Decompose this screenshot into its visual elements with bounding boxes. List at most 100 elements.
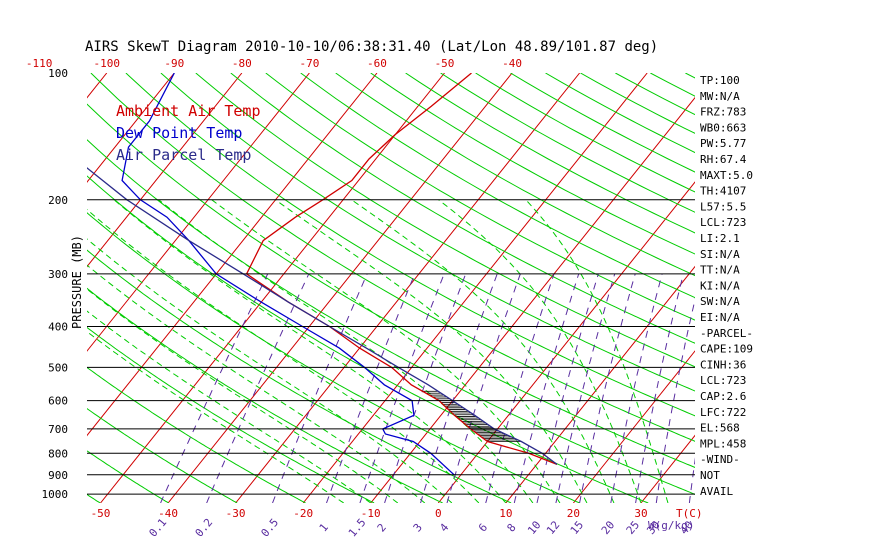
dry-adiabat-line bbox=[87, 103, 695, 469]
grid-lines bbox=[0, 73, 870, 503]
stat-item: EL:568 bbox=[700, 422, 740, 435]
mixing-ratio-tick-label: 25 bbox=[624, 518, 642, 537]
top-temp-tick-label: -40 bbox=[502, 57, 522, 70]
legend-entry: Ambient Air Temp bbox=[116, 102, 261, 120]
dry-adiabat-line bbox=[87, 287, 443, 503]
moist-adiabat-line bbox=[87, 238, 453, 503]
stat-item: MW:N/A bbox=[700, 90, 740, 103]
pressure-tick-label: 1000 bbox=[42, 488, 69, 501]
stat-item: KI:N/A bbox=[700, 279, 740, 292]
mixing-ratio-line bbox=[579, 273, 636, 503]
mixing-ratio-line bbox=[384, 273, 467, 503]
stat-item: FRZ:783 bbox=[700, 106, 746, 119]
mixing-ratio-line bbox=[420, 273, 498, 503]
stat-item: SI:N/A bbox=[700, 248, 740, 261]
stat-item: TH:4107 bbox=[700, 185, 746, 198]
stat-item: -WIND- bbox=[700, 453, 740, 466]
bottom-temp-tick-label: -20 bbox=[293, 507, 313, 520]
profile-lines bbox=[87, 73, 558, 476]
pressure-tick-label: 300 bbox=[48, 268, 68, 281]
stat-item: CINH:36 bbox=[700, 358, 746, 371]
isotherm-line bbox=[167, 73, 513, 503]
isotherm-line bbox=[640, 434, 695, 503]
dry-adiabat-line bbox=[87, 450, 169, 503]
bottom-temp-tick-label: -50 bbox=[91, 507, 111, 520]
dry-adiabat-line bbox=[300, 73, 695, 299]
dry-adiabat-line bbox=[125, 73, 695, 417]
pressure-tick-label: 500 bbox=[48, 361, 68, 374]
dry-adiabat-line bbox=[87, 175, 649, 503]
mixing-ratio-line bbox=[610, 273, 663, 503]
dry-adiabat-line bbox=[370, 73, 695, 255]
mixing-ratio-line bbox=[655, 297, 695, 503]
bottom-temp-tick-label: -10 bbox=[361, 507, 381, 520]
stat-item: WB0:663 bbox=[700, 121, 746, 134]
dry-adiabat-line bbox=[90, 73, 695, 442]
dry-adiabat-line bbox=[87, 407, 238, 503]
pressure-tick-label: 200 bbox=[48, 194, 68, 207]
pressure-tick-label: 100 bbox=[48, 67, 68, 80]
dry-adiabat-line bbox=[87, 326, 375, 503]
isotherm-line bbox=[370, 96, 695, 503]
mixing-ratio-tick-label: 2 bbox=[375, 521, 389, 534]
mixing-ratio-line bbox=[716, 274, 752, 503]
mixing-ratio-line bbox=[446, 273, 521, 503]
legend: Ambient Air Temp Dew Point Temp Air Parcel… bbox=[116, 102, 261, 164]
mixing-ratio-line bbox=[536, 273, 599, 503]
mixing-ratio-tick-label: 20 bbox=[599, 518, 617, 537]
stat-item: LI:2.1 bbox=[700, 232, 740, 245]
bottom-temp-tick-label: 30 bbox=[634, 507, 647, 520]
series-line-dew-point-temp bbox=[121, 73, 455, 476]
mixing-ratio-line bbox=[635, 273, 684, 503]
dry-adiabat-line bbox=[87, 139, 695, 495]
dry-adiabat-line bbox=[87, 366, 306, 503]
pressure-tick-label: 900 bbox=[48, 469, 68, 482]
pressure-tick-label: 600 bbox=[48, 395, 68, 408]
moist-adiabat-line bbox=[113, 199, 507, 503]
chart-title: AIRS SkewT Diagram 2010-10-10/06:38:31.4… bbox=[85, 39, 658, 55]
moist-adiabat-line bbox=[87, 288, 399, 503]
mixing-ratio-line bbox=[771, 274, 799, 503]
mixing-ratio-tick-label: 8 bbox=[504, 521, 518, 534]
isotherm-line bbox=[87, 73, 243, 268]
stat-item: SW:N/A bbox=[700, 295, 740, 308]
isotherm-line bbox=[87, 73, 175, 183]
stats-panel: TP:100 MW:N/A FRZ:783 WB0:663 PW:5.77 RH:67.4… bbox=[700, 74, 753, 498]
legend-entry: Dew Point Temp bbox=[116, 124, 242, 142]
top-temp-tick-label: -100 bbox=[93, 57, 120, 70]
top-temp-tick-label: -70 bbox=[299, 57, 319, 70]
dry-adiabat-line bbox=[230, 73, 695, 344]
stat-item: EI:N/A bbox=[700, 311, 740, 324]
temp-unit-label: T(C) bbox=[676, 507, 703, 520]
moist-adiabat-line bbox=[87, 264, 426, 503]
stat-item: TT:N/A bbox=[700, 264, 740, 277]
mixing-ratio-tick-label: 1 bbox=[317, 521, 331, 534]
stat-item: CAPE:109 bbox=[700, 343, 753, 356]
isotherm-line bbox=[87, 73, 310, 352]
isotherm-line bbox=[573, 350, 695, 503]
stat-item: TP:100 bbox=[700, 74, 740, 87]
moist-adiabat-line bbox=[275, 199, 588, 503]
stat-item: CAP:2.6 bbox=[700, 390, 746, 403]
top-temp-tick-label: -110 bbox=[26, 57, 53, 70]
series-line-air-parcel-temp bbox=[87, 167, 558, 465]
dry-adiabat-line bbox=[265, 73, 695, 321]
dry-adiabat-line bbox=[0, 73, 32, 503]
isotherm-line bbox=[0, 73, 39, 503]
mixing-ratio-tick-label: 10 bbox=[525, 519, 543, 538]
top-temp-tick-label: -60 bbox=[367, 57, 387, 70]
mixing-ratio-tick-label: 6 bbox=[476, 521, 490, 534]
top-temp-tick-label: -90 bbox=[164, 57, 184, 70]
stat-item: AVAIL bbox=[700, 485, 733, 498]
cape-hatch-region bbox=[422, 390, 522, 442]
isotherm-line bbox=[776, 73, 870, 503]
stat-item: PW:5.77 bbox=[700, 137, 746, 150]
bottom-temp-tick-label: -30 bbox=[226, 507, 246, 520]
mixing-ratio-line bbox=[555, 273, 616, 503]
mixing-ratio-tick-label: 0.5 bbox=[258, 516, 281, 540]
bottom-temp-tick-label: 0 bbox=[435, 507, 442, 520]
mixing-ratio-tick-label: 12 bbox=[544, 518, 562, 537]
mixing-ratio-line bbox=[160, 273, 269, 503]
